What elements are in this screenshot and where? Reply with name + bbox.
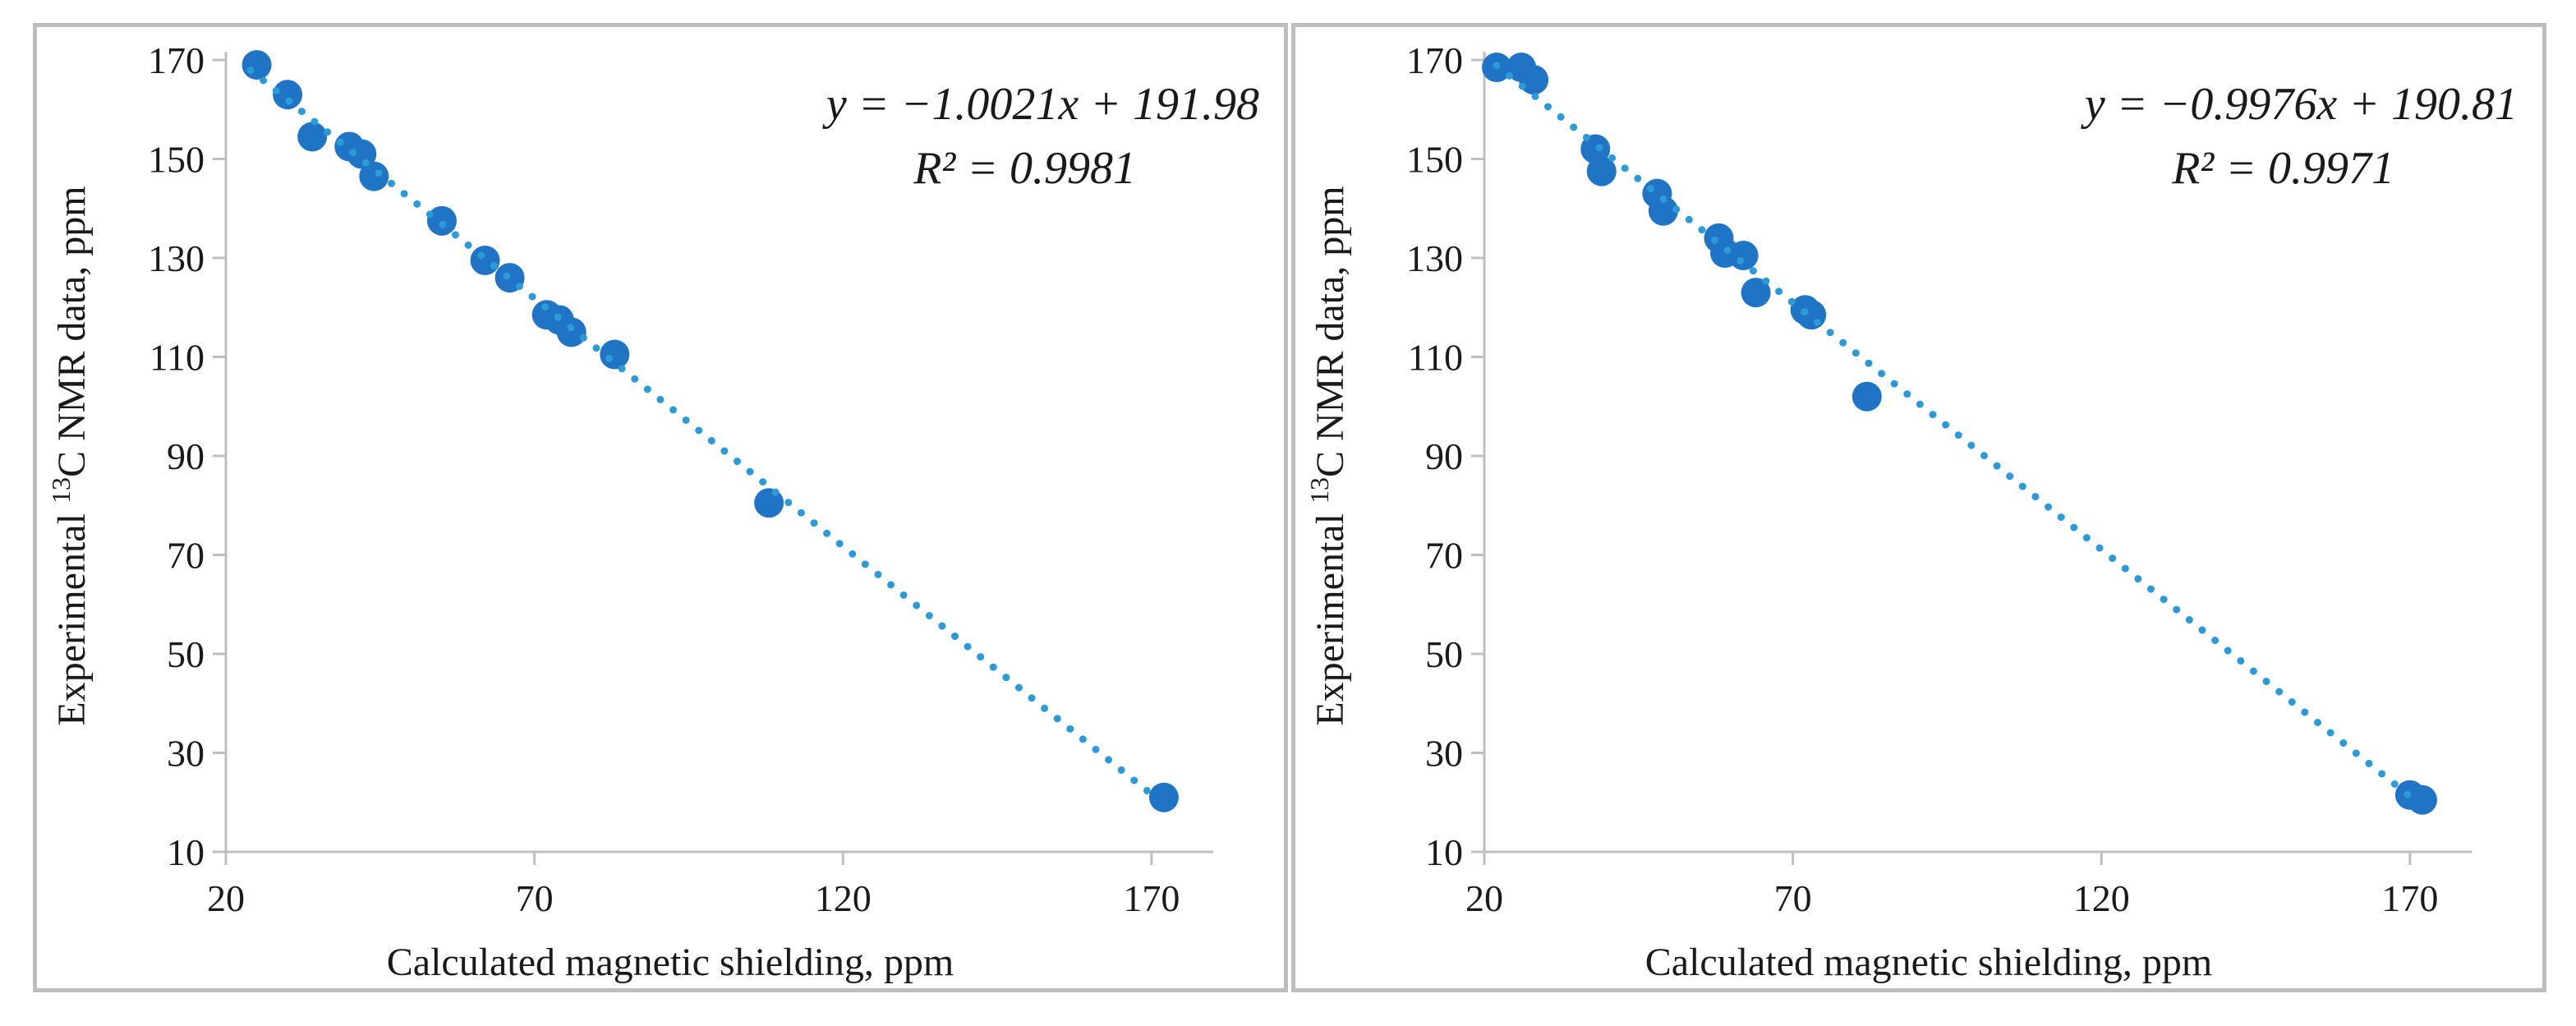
data-point (1796, 300, 1827, 330)
trendline (1493, 62, 2420, 805)
y-axis-title-suffix: C NMR data, ppm (50, 186, 94, 477)
y-axis-title-prefix: Experimental (50, 504, 94, 726)
y-axis-title: Experimental 13C NMR data, ppm (46, 186, 94, 725)
data-point (2407, 784, 2437, 815)
data-point (1519, 65, 1549, 95)
y-tick-label: 170 (1406, 39, 1463, 81)
y-axis-title: Experimental 13C NMR data, ppm (1304, 186, 1352, 725)
data-point (359, 161, 389, 191)
chart-panel-right: 10 30 50 70 90 110 130 150 170 20 70 120 170 Calculat… (1291, 23, 2546, 992)
r-squared-value: R² = 0.9981 (913, 143, 1136, 194)
x-tick-label: 70 (1774, 877, 1812, 919)
scatter-chart-right: 10 30 50 70 90 110 130 150 170 20 70 120 170 Calculat… (1304, 39, 2518, 984)
x-tick-label: 170 (2381, 877, 2438, 919)
x-tick-label: 170 (1123, 877, 1180, 919)
x-tick-label: 20 (207, 877, 245, 919)
data-point (273, 80, 303, 110)
y-tick-label: 110 (150, 337, 205, 379)
y-tick-label: 170 (148, 39, 205, 81)
r-squared-value: R² = 0.9971 (2171, 143, 2394, 194)
y-axis-title-superscript: 13 (46, 477, 76, 504)
x-tick-label: 70 (516, 877, 554, 919)
x-tick-label: 120 (815, 877, 872, 919)
x-tick-label: 120 (2073, 877, 2130, 919)
y-axis-title-prefix: Experimental (1309, 504, 1352, 726)
data-point (1586, 156, 1617, 186)
y-tick-label: 50 (167, 633, 205, 675)
y-tick-label: 10 (1425, 831, 1463, 873)
y-axis-title-suffix: C NMR data, ppm (1309, 186, 1352, 477)
data-point (1728, 240, 1759, 270)
y-tick-label: 130 (1406, 237, 1463, 279)
y-tick-label: 30 (167, 733, 205, 775)
trendline-equation: y = −1.0021x + 191.98 (822, 79, 1259, 130)
data-point (1741, 278, 1771, 308)
y-tick-label: 10 (167, 831, 205, 873)
trendline-equation: y = −0.9976x + 190.81 (2081, 79, 2518, 130)
scatter-chart-left: 10 30 50 70 90 110 130 150 170 20 70 120 170 Calculat… (46, 39, 1259, 984)
y-tick-label: 30 (1425, 733, 1463, 775)
data-point (1852, 381, 1882, 412)
y-axis-title-superscript: 13 (1304, 477, 1334, 504)
data-point (1648, 196, 1678, 226)
data-point (1148, 782, 1179, 812)
y-tick-label: 150 (148, 139, 205, 181)
trendline (246, 66, 1162, 803)
y-tick-label: 110 (1408, 337, 1463, 379)
y-tick-label: 90 (1425, 435, 1463, 477)
data-point (426, 205, 457, 236)
x-tick-label: 20 (1465, 877, 1503, 919)
data-point (242, 50, 272, 81)
data-point (754, 488, 784, 518)
data-point (556, 317, 586, 347)
y-tick-label: 130 (148, 237, 205, 279)
y-tick-label: 150 (1406, 139, 1463, 181)
chart-panel-left: 10 30 50 70 90 110 130 150 170 20 70 120 170 Calculat… (33, 23, 1288, 992)
data-point (297, 122, 328, 152)
data-point (470, 246, 500, 276)
y-tick-label: 70 (1425, 535, 1463, 577)
y-tick-label: 90 (167, 435, 205, 477)
y-tick-label: 70 (167, 535, 205, 577)
data-point (600, 339, 630, 370)
y-tick-label: 50 (1425, 633, 1463, 675)
x-axis-title: Calculated magnetic shielding, ppm (1645, 941, 2213, 984)
x-axis-title: Calculated magnetic shielding, ppm (387, 941, 954, 984)
data-point (1580, 134, 1611, 164)
